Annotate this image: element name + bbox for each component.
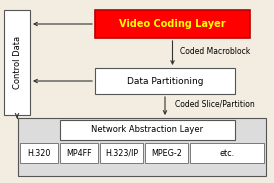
Bar [60,143,98,163]
Text: etc.: etc. [219,148,235,158]
Text: Coded Macroblock: Coded Macroblock [180,48,250,57]
Bar [100,143,143,163]
Text: Video Coding Layer: Video Coding Layer [119,19,226,29]
Bar [95,68,235,94]
Bar [60,120,235,140]
Text: Data Partitioning: Data Partitioning [127,76,203,85]
Bar [190,143,264,163]
Text: H.320: H.320 [27,148,51,158]
Text: MPEG-2: MPEG-2 [151,148,182,158]
Text: MP4FF: MP4FF [66,148,92,158]
Bar [18,118,266,176]
Bar [145,143,188,163]
Text: Network Abstraction Layer: Network Abstraction Layer [92,126,204,135]
Bar [20,143,58,163]
Text: Coded Slice/Partition: Coded Slice/Partition [175,100,255,109]
Text: H.323/IP: H.323/IP [105,148,138,158]
Text: Control Data: Control Data [13,36,21,89]
Bar [95,10,250,38]
Bar [4,10,30,115]
